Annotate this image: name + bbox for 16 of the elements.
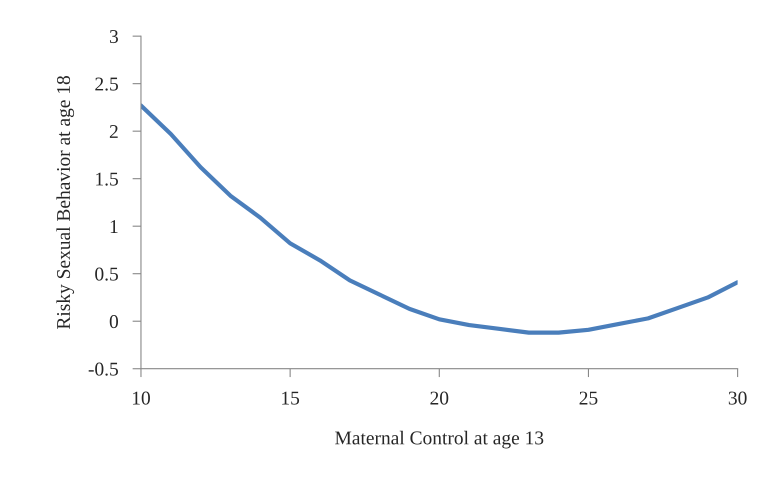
- x-tick-label: 15: [282, 392, 300, 405]
- y-tick-label: 1.5: [96, 172, 118, 186]
- y-axis-title: Risky Sexual Behavior at age 18: [56, 76, 74, 330]
- x-tick-label: 25: [580, 392, 598, 405]
- y-tick-label: 1: [110, 220, 118, 233]
- x-tick-label: 20: [430, 392, 448, 405]
- y-tick-label: 0: [110, 315, 118, 328]
- y-tick-label: 0.5: [95, 268, 118, 281]
- x-tick-label: 10: [132, 392, 150, 405]
- line-series: [140, 103, 738, 335]
- x-axis-title: Maternal Control at age 13: [335, 430, 544, 448]
- y-tick-label: 2.5: [95, 78, 118, 91]
- x-tick-label: 30: [728, 392, 747, 405]
- y-tick-label: 2: [110, 125, 118, 138]
- y-tick-label: -0.5: [88, 362, 118, 376]
- y-tick-label: 3: [110, 30, 118, 44]
